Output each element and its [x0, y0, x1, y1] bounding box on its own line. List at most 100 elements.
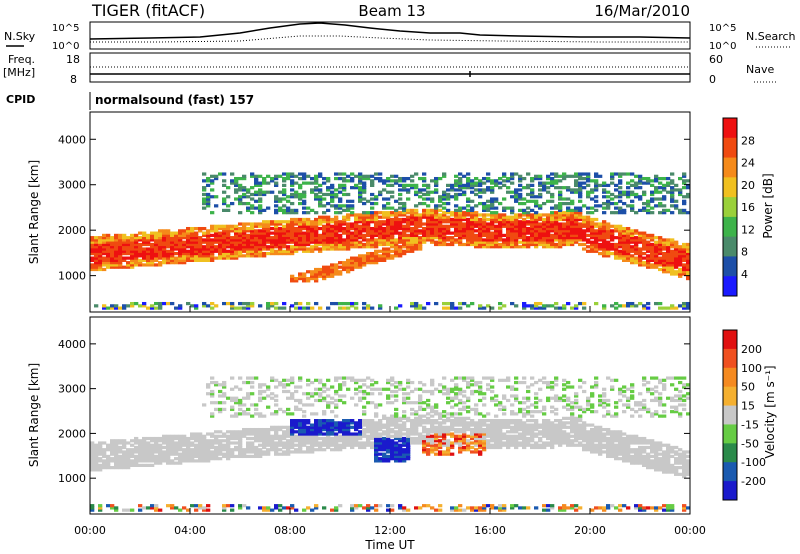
heatmap-cell	[262, 192, 267, 197]
heatmap-cell	[558, 229, 563, 233]
heatmap-cell	[122, 233, 127, 237]
heatmap-cell	[102, 242, 107, 247]
heatmap-cell	[394, 421, 399, 425]
heatmap-cell	[434, 240, 439, 244]
heatmap-cell	[394, 457, 399, 461]
heatmap-cell	[386, 508, 391, 512]
heatmap-cell	[358, 188, 363, 192]
heatmap-cell	[574, 238, 579, 242]
heatmap-cell	[170, 256, 175, 260]
heatmap-cell	[410, 247, 415, 251]
heatmap-cell	[570, 236, 575, 240]
heatmap-cell	[374, 224, 379, 228]
heatmap-cell	[682, 172, 687, 176]
heatmap-cell	[390, 401, 395, 405]
heatmap-cell	[610, 174, 615, 178]
heatmap-cell	[194, 233, 199, 237]
heatmap-cell	[206, 251, 211, 256]
heatmap-cell	[406, 240, 411, 244]
heatmap-cell	[330, 272, 335, 276]
heatmap-cell	[130, 452, 135, 456]
colorbar-swatch	[723, 118, 737, 139]
heatmap-cell	[410, 412, 415, 416]
heatmap-cell	[526, 231, 531, 235]
heatmap-cell	[334, 398, 339, 403]
heatmap-cell	[530, 304, 535, 308]
heatmap-cell	[686, 242, 691, 247]
heatmap-cell	[390, 183, 395, 187]
heatmap-cell	[390, 423, 395, 427]
heatmap-cell	[658, 181, 663, 185]
heatmap-cell	[498, 213, 503, 217]
heatmap-cell	[122, 242, 127, 247]
heatmap-cell	[334, 195, 339, 199]
heatmap-cell	[526, 220, 531, 224]
heatmap-cell	[430, 441, 435, 445]
heatmap-cell	[158, 450, 163, 454]
heatmap-cell	[366, 176, 371, 181]
heatmap-cell	[446, 183, 451, 187]
heatmap-cell	[630, 206, 635, 210]
heatmap-cell	[186, 229, 191, 233]
heatmap-cell	[234, 231, 239, 235]
heatmap-cell	[462, 439, 467, 443]
heatmap-cell	[234, 396, 239, 400]
heatmap-cell	[494, 245, 499, 249]
heatmap-cell	[634, 304, 639, 308]
heatmap-cell	[378, 249, 383, 253]
heatmap-cell	[178, 441, 183, 445]
heatmap-cell	[102, 441, 107, 445]
heatmap-cell	[234, 436, 239, 441]
heatmap-cell	[274, 450, 279, 454]
heatmap-cell	[434, 430, 439, 434]
heatmap-cell	[486, 242, 491, 247]
heatmap-cell	[406, 226, 411, 231]
heatmap-cell	[610, 224, 615, 228]
heatmap-cell	[474, 224, 479, 228]
heatmap-cell	[222, 224, 227, 228]
heatmap-cell	[206, 441, 211, 445]
heatmap-cell	[330, 265, 335, 269]
heatmap-cell	[274, 398, 279, 403]
heatmap-cell	[450, 425, 455, 429]
heatmap-cell	[238, 412, 243, 416]
heatmap-cell	[118, 459, 123, 463]
heatmap-cell	[362, 174, 367, 178]
heatmap-cell	[326, 443, 331, 447]
heatmap-cell	[538, 195, 543, 199]
heatmap-cell	[202, 197, 207, 201]
heatmap-cell	[482, 226, 487, 231]
heatmap-cell	[522, 224, 527, 228]
heatmap-cell	[370, 201, 375, 206]
heatmap-cell	[194, 508, 199, 512]
heatmap-cell	[326, 233, 331, 237]
heatmap-cell	[434, 211, 439, 215]
heatmap-cell	[526, 238, 531, 242]
heatmap-cell	[542, 304, 547, 308]
heatmap-cell	[254, 454, 259, 459]
heatmap-cell	[482, 231, 487, 235]
heatmap-cell	[198, 229, 203, 233]
heatmap-cell	[298, 301, 303, 306]
heatmap-cell	[374, 251, 379, 256]
heatmap-cell	[550, 217, 555, 222]
heatmap-cell	[570, 229, 575, 233]
heatmap-cell	[610, 181, 615, 185]
heatmap-cell	[594, 231, 599, 235]
heatmap-cell	[234, 401, 239, 405]
heatmap-cell	[322, 421, 327, 425]
heatmap-cell	[430, 380, 435, 385]
heatmap-cell	[326, 267, 331, 272]
heatmap-cell	[302, 174, 307, 178]
heatmap-cell	[154, 233, 159, 237]
heatmap-cell	[498, 226, 503, 231]
heatmap-cell	[666, 238, 671, 242]
heatmap-cell	[546, 217, 551, 222]
heatmap-cell	[210, 441, 215, 445]
heatmap-cell	[354, 423, 359, 427]
heatmap-cell	[550, 172, 555, 176]
heatmap-cell	[462, 242, 467, 247]
heatmap-cell	[662, 261, 667, 265]
heatmap-cell	[134, 457, 139, 461]
heatmap-cell	[402, 421, 407, 425]
